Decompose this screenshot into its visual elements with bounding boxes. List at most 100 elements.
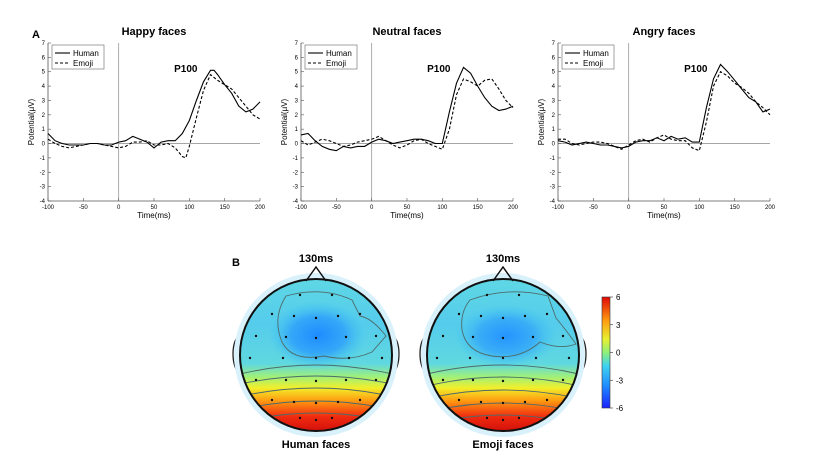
x-tick-label: 50	[661, 205, 668, 211]
p100-annotation: P100	[174, 64, 198, 75]
x-tick-label: 100	[437, 205, 448, 211]
contour-line	[241, 387, 391, 397]
chart-neutral-faces: Neutral faces -4 -3 -2 -1 0 1 2 3 4 5 6 7 -100 -50 0 50 1…	[280, 26, 519, 220]
y-tick-label: -4	[550, 199, 556, 205]
x-tick-label: 50	[151, 205, 158, 211]
panel-label-b: B	[232, 257, 240, 269]
series-line-emoji	[47, 73, 261, 159]
x-tick-label: 200	[508, 205, 519, 211]
y-tick-label: 4	[552, 84, 556, 90]
topomap-time-label: 130ms	[299, 253, 333, 265]
x-tick-label: 200	[765, 205, 776, 211]
topomap-time-label: 130ms	[486, 253, 520, 265]
x-tick-label: 0	[117, 205, 121, 211]
series-line-human	[47, 69, 261, 149]
y-tick-label: 1	[295, 127, 299, 133]
y-tick-label: 7	[295, 41, 299, 47]
y-tick-label: 1	[552, 127, 556, 133]
x-axis-label: Time(ms)	[137, 211, 171, 220]
y-tick-label: -2	[40, 170, 46, 176]
y-axis-label: Potential(μV)	[280, 98, 289, 145]
y-tick-label: -1	[40, 156, 46, 162]
x-axis-label: Time(ms)	[390, 211, 424, 220]
y-tick-label: 1	[42, 127, 46, 133]
y-tick-label: 6	[552, 55, 556, 61]
y-tick-label: 5	[552, 70, 556, 76]
topomap-human-faces: 130ms Human faces	[232, 253, 400, 451]
contour-line	[427, 376, 579, 387]
y-tick-label: 5	[42, 70, 46, 76]
series-line-emoji	[300, 78, 514, 151]
y-tick-label: -3	[550, 185, 556, 191]
y-tick-label: 4	[295, 84, 299, 90]
chart-title: Happy faces	[122, 26, 187, 38]
colorbar-tick-label: 0	[616, 349, 621, 358]
y-tick-label: 0	[295, 142, 299, 148]
legend-box	[304, 44, 358, 70]
chart-angry-faces: Angry faces -4 -3 -2 -1 0 1 2 3 4 5 6 7 -100 -50 0 50 100…	[537, 26, 776, 220]
x-tick-label: 150	[220, 205, 231, 211]
y-tick-label: 3	[295, 98, 299, 104]
panel-label-a: A	[32, 29, 40, 41]
contour-line	[247, 400, 385, 409]
x-tick-label: -50	[79, 205, 88, 211]
topomap-caption: Human faces	[282, 439, 350, 451]
y-tick-label: -1	[550, 156, 556, 162]
nose	[492, 265, 514, 282]
topomap-caption: Emoji faces	[472, 439, 533, 451]
y-tick-label: -4	[40, 199, 46, 205]
legend-box	[51, 44, 105, 70]
legend-label: Human	[73, 49, 99, 58]
x-tick-label: -100	[552, 205, 565, 211]
colorbar-tick-label: 3	[616, 321, 621, 330]
legend-label: Emoji	[583, 59, 603, 68]
y-tick-label: 2	[552, 113, 556, 119]
colorbar-tick-label: 6	[616, 293, 621, 302]
y-tick-label: 2	[42, 113, 46, 119]
x-tick-label: 50	[404, 205, 411, 211]
p100-annotation: P100	[684, 64, 708, 75]
contour-line	[240, 375, 392, 385]
y-tick-label: -3	[40, 185, 46, 191]
colorbar-tick-label: -6	[616, 404, 624, 413]
y-tick-label: 3	[42, 98, 46, 104]
chart-title: Angry faces	[633, 26, 696, 38]
y-tick-label: 0	[552, 142, 556, 148]
chart-happy-faces: Happy faces -4 -3 -2 -1 0 1 2 3 4 5 6 7 -100 -50 0 50 100…	[27, 26, 266, 220]
negative-region	[268, 301, 368, 369]
y-tick-label: 0	[42, 142, 46, 148]
legend-label: Emoji	[73, 59, 93, 68]
x-tick-label: -100	[295, 205, 308, 211]
negative-region	[454, 304, 558, 368]
series-line-human	[557, 63, 771, 149]
y-tick-label: 7	[552, 41, 556, 47]
x-tick-label: -100	[42, 205, 55, 211]
legend-label: Emoji	[326, 59, 346, 68]
x-tick-label: 100	[184, 205, 195, 211]
electrode-grid	[435, 293, 571, 422]
y-axis-label: Potential(μV)	[27, 98, 36, 145]
x-tick-label: 100	[694, 205, 705, 211]
nose	[305, 265, 327, 282]
legend-box	[561, 44, 615, 70]
contour-line	[427, 364, 579, 375]
y-tick-label: 4	[42, 84, 46, 90]
x-tick-label: 0	[627, 205, 631, 211]
y-tick-label: 6	[42, 55, 46, 61]
contour-line	[461, 291, 577, 358]
y-tick-label: 6	[295, 55, 299, 61]
topomap-emoji-faces: 130ms Emoji faces	[419, 253, 587, 451]
y-axis-label: Potential(μV)	[537, 98, 546, 145]
series-line-human	[300, 66, 514, 152]
legend-label: Human	[326, 49, 352, 58]
legend-label: Human	[583, 49, 609, 58]
x-axis-label: Time(ms)	[647, 211, 681, 220]
head-outline	[426, 278, 580, 432]
x-tick-label: 200	[255, 205, 266, 211]
y-tick-label: -1	[293, 156, 299, 162]
colorbar: 6 3 0 -3 -6	[601, 293, 624, 413]
y-tick-label: 5	[295, 70, 299, 76]
x-tick-label: -50	[589, 205, 598, 211]
x-tick-label: 0	[370, 205, 374, 211]
y-tick-label: -3	[293, 185, 299, 191]
